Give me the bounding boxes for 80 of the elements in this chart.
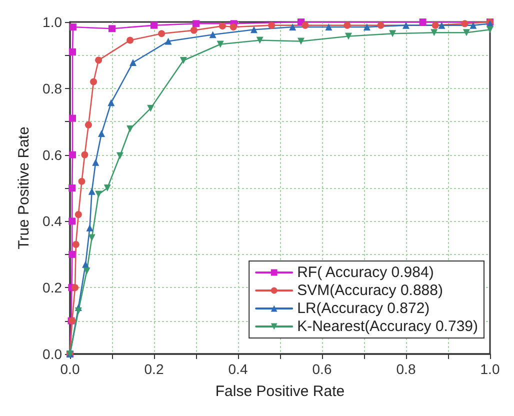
- point: [72, 240, 80, 248]
- point: [78, 178, 86, 185]
- point: [218, 22, 226, 30]
- point: [289, 23, 296, 30]
- point: [298, 38, 304, 45]
- point: [302, 22, 309, 29]
- point: [72, 284, 79, 292]
- point: [344, 32, 352, 40]
- y-tick-label: 0.8: [42, 80, 62, 96]
- point: [470, 22, 477, 29]
- point: [92, 158, 100, 166]
- point: [190, 26, 198, 34]
- point: [108, 99, 115, 106]
- point: [344, 22, 351, 29]
- point: [83, 268, 90, 274]
- x-tick-label: 1.0: [480, 361, 500, 377]
- y-tick-label: 1.0: [42, 14, 62, 30]
- point: [438, 22, 446, 29]
- point: [389, 30, 396, 38]
- point: [81, 151, 88, 158]
- y-axis-title: True Positive Rate: [16, 126, 33, 250]
- point: [116, 152, 124, 160]
- y-tick-label: 0.6: [42, 146, 62, 163]
- point: [216, 40, 224, 48]
- point: [419, 18, 426, 26]
- point: [95, 190, 102, 198]
- point: [126, 125, 134, 132]
- point: [325, 23, 332, 30]
- point: [90, 78, 98, 86]
- point: [192, 20, 200, 28]
- point: [461, 20, 468, 28]
- legend-label: LR(Accuracy 0.872): [297, 300, 430, 317]
- point: [69, 114, 76, 122]
- point: [147, 104, 154, 112]
- point: [150, 22, 158, 29]
- point: [432, 22, 439, 29]
- point: [256, 36, 264, 44]
- point: [68, 184, 76, 192]
- point: [158, 30, 166, 38]
- point: [130, 59, 136, 66]
- point: [68, 218, 76, 225]
- point: [74, 307, 82, 314]
- point: [95, 56, 102, 64]
- x-tick-label: 0.0: [60, 361, 80, 377]
- point: [98, 130, 105, 138]
- point: [126, 36, 134, 44]
- point: [268, 22, 276, 29]
- point: [104, 184, 111, 192]
- point: [69, 48, 76, 56]
- point: [86, 224, 94, 232]
- point: [68, 250, 76, 258]
- x-tick-label: 0.6: [312, 361, 332, 377]
- legend-label: SVM(Accuracy 0.888): [297, 282, 443, 299]
- y-tick-label: 0.4: [42, 213, 62, 230]
- y-tick-label: 0.0: [42, 346, 62, 362]
- point: [377, 22, 384, 29]
- point: [486, 26, 494, 34]
- point: [164, 38, 172, 45]
- point: [108, 25, 116, 32]
- point: [250, 26, 258, 34]
- point: [74, 211, 82, 218]
- x-tick-label: 0.8: [396, 361, 416, 377]
- legend-label: K-Nearest(Accuracy 0.739): [297, 318, 478, 335]
- point: [88, 234, 96, 242]
- point: [84, 121, 92, 128]
- point: [430, 29, 438, 36]
- point: [180, 57, 187, 64]
- x-tick-label: 0.2: [144, 361, 164, 377]
- point: [69, 23, 76, 30]
- point: [363, 23, 370, 30]
- y-tick-label: 0.2: [42, 280, 62, 296]
- point: [230, 23, 237, 30]
- x-tick-label: 0.4: [228, 361, 248, 377]
- x-axis-title: False Positive Rate: [215, 383, 345, 400]
- point: [402, 22, 410, 29]
- point: [69, 151, 76, 158]
- point: [462, 29, 470, 36]
- point: [209, 31, 216, 38]
- point: [88, 188, 96, 195]
- legend-label: RF( Accuracy 0.984): [297, 264, 434, 281]
